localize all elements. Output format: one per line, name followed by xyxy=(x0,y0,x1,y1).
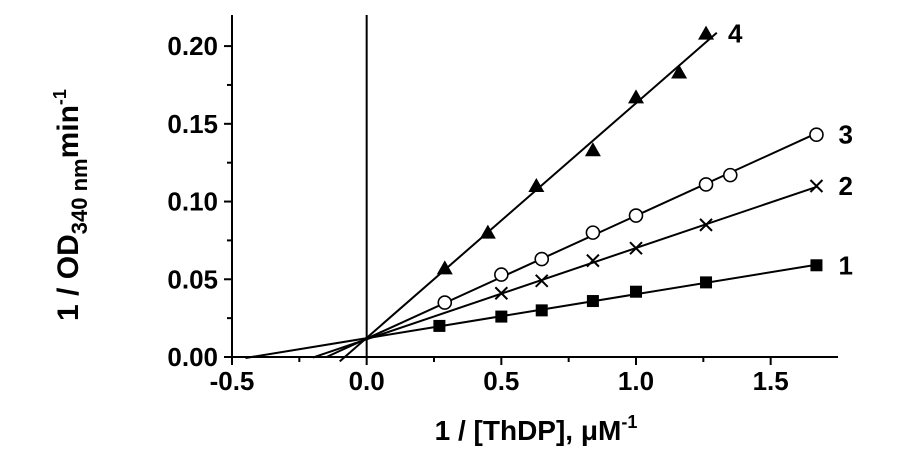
x-tick-label: 0.0 xyxy=(349,366,385,396)
point-series-1 xyxy=(535,304,548,317)
series-labels: 1 2 3 4 xyxy=(728,19,853,281)
fit-line-series-1 xyxy=(245,263,817,359)
point-series-1 xyxy=(700,276,713,289)
point-series-4 xyxy=(584,142,601,157)
y-tick-label: 0.15 xyxy=(167,109,218,139)
point-series-3 xyxy=(494,267,509,282)
x-tick-label: -0.5 xyxy=(210,366,255,396)
point-series-1 xyxy=(810,259,823,272)
point-series-3 xyxy=(534,251,550,267)
point-series-3 xyxy=(809,127,824,142)
point-series-1 xyxy=(586,295,599,308)
point-series-2 xyxy=(535,274,549,288)
point-series-4 xyxy=(528,178,545,192)
point-series-4 xyxy=(628,89,644,104)
y-tick-label: 0.10 xyxy=(167,187,218,217)
fit-line-series-4 xyxy=(339,31,718,363)
point-series-4 xyxy=(479,224,496,239)
x-axis-title-unit: μM xyxy=(581,415,621,446)
x-tick-label: 1.0 xyxy=(618,366,654,396)
fit-lines xyxy=(245,31,817,363)
y-tick-label: 0.00 xyxy=(167,342,218,372)
y-axis-title-subscript: 340 nm xyxy=(67,158,92,234)
y-axis-title: 1 / OD340 nmmin-1 xyxy=(50,89,92,321)
point-series-1 xyxy=(495,310,508,323)
point-series-3 xyxy=(698,177,714,192)
point-series-3 xyxy=(585,225,601,240)
data-points xyxy=(433,25,824,332)
x-tick-label: 0.5 xyxy=(483,366,519,396)
y-tick-label: 0.05 xyxy=(167,264,218,294)
fit-line-series-3 xyxy=(325,132,817,359)
point-series-4 xyxy=(698,25,715,40)
axes: -0.5 0.0 0.5 1.0 1.5 0.00 0.05 0.10 0.15 0.20 xyxy=(167,15,838,396)
x-axis-title: 1 / [ThDP], μM-1 xyxy=(435,412,638,446)
point-series-2 xyxy=(494,286,509,300)
point-series-4 xyxy=(436,260,453,275)
series-label-4: 4 xyxy=(728,19,743,49)
y-axis-title-prefix: 1 / OD xyxy=(52,234,85,321)
point-series-3 xyxy=(437,295,453,310)
x-axis-title-exponent: -1 xyxy=(621,412,637,432)
x-axis-title-prefix: 1 / [ThDP], xyxy=(435,415,581,446)
point-series-2 xyxy=(586,253,600,268)
y-tick-label: 0.20 xyxy=(167,31,218,61)
series-label-3: 3 xyxy=(838,120,852,150)
point-series-3 xyxy=(628,208,644,223)
series-label-2: 2 xyxy=(838,171,852,201)
series-label-1: 1 xyxy=(838,250,852,280)
point-series-2 xyxy=(629,241,643,255)
point-series-3 xyxy=(722,167,738,183)
point-series-1 xyxy=(630,285,642,298)
point-series-2 xyxy=(809,179,824,193)
point-series-2 xyxy=(699,218,713,232)
y-axis-title-exponent: -1 xyxy=(50,89,70,105)
point-series-1 xyxy=(433,319,446,332)
fit-line-series-2 xyxy=(312,185,817,359)
y-axis-title-suffix: min xyxy=(52,105,85,158)
point-series-4 xyxy=(671,64,688,79)
x-tick-label: 1.5 xyxy=(753,366,789,396)
